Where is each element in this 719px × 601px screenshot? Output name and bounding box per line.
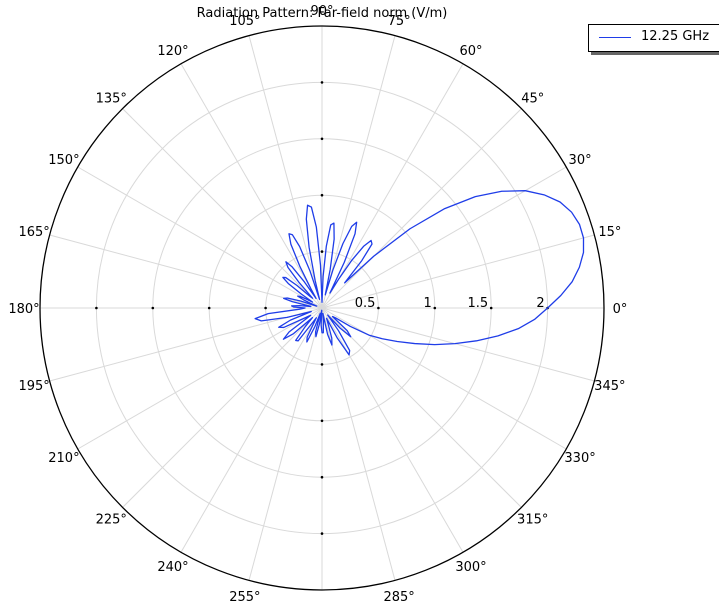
radial-tick-mark	[320, 81, 324, 84]
angle-tick-label: 285°	[383, 590, 414, 601]
angular-grid-line	[321, 108, 522, 309]
angle-tick-label: 15°	[598, 225, 621, 240]
outer-circle	[39, 25, 605, 591]
radial-tick-mark	[151, 306, 155, 310]
angular-grid-line	[49, 307, 323, 382]
angular-grid-line	[248, 35, 323, 309]
angle-tick-label: 135°	[96, 91, 127, 106]
angle-tick-label: 300°	[455, 560, 486, 575]
angular-grid-line	[321, 234, 595, 309]
radial-tick-mark	[320, 193, 324, 197]
radial-tick-mark	[320, 419, 324, 423]
radial-tick-mark	[95, 306, 98, 310]
angular-grid-line	[122, 108, 323, 309]
legend: 12.25 GHz	[588, 24, 719, 52]
grid	[40, 26, 604, 590]
outer-axis	[39, 25, 605, 591]
radial-tick-mark	[320, 363, 324, 366]
radial-tick-label: 1.5	[468, 296, 489, 311]
angle-tick-label: 105°	[229, 14, 260, 29]
angle-tick-label: 195°	[18, 379, 49, 394]
angle-tick-label: 345°	[594, 379, 625, 394]
angle-tick-label: 0°	[613, 302, 628, 317]
radial-tick-mark	[320, 137, 324, 141]
angle-tick-label: 165°	[18, 225, 49, 240]
angle-tick-label: 75°	[388, 14, 411, 29]
angle-tick-label: 255°	[229, 590, 260, 601]
radial-tick-label: 1	[424, 296, 432, 311]
angular-grid-line	[180, 63, 323, 309]
angular-grid-line	[49, 234, 323, 309]
angle-tick-label: 315°	[517, 513, 548, 528]
radial-tick-label: 0.5	[355, 296, 376, 311]
angular-grid-line	[77, 307, 323, 450]
angular-grid-line	[321, 307, 595, 382]
legend-label: 12.25 GHz	[641, 29, 710, 44]
angle-tick-label: 90°	[310, 4, 333, 19]
tick-labels: 0° 15° 30° 45° 60° 75° 90° 105° 120° 135° 150° 165°…	[8, 4, 627, 601]
angular-grid-line	[321, 63, 464, 309]
radial-tick-mark	[320, 250, 324, 253]
radial-tick-mark	[433, 306, 437, 310]
radial-tick-mark	[377, 306, 380, 310]
angle-tick-label: 180°	[8, 302, 39, 317]
angle-tick-label: 225°	[96, 513, 127, 528]
angle-tick-label: 240°	[157, 560, 188, 575]
radial-tick-mark	[320, 475, 324, 479]
angle-tick-label: 330°	[564, 451, 595, 466]
radial-tick-mark	[207, 306, 211, 310]
angle-tick-label: 150°	[48, 153, 79, 168]
angular-grid-line	[321, 307, 567, 450]
radial-tick-mark	[320, 532, 324, 535]
legend-line-swatch	[599, 37, 631, 38]
angle-tick-label: 30°	[569, 153, 592, 168]
angle-tick-label: 210°	[48, 451, 79, 466]
angular-grid-line	[321, 166, 567, 309]
chart-title: Radiation Pattern: Far-field norm (V/m)	[196, 6, 448, 21]
angle-tick-label: 45°	[521, 91, 544, 106]
radial-tick-mark	[489, 306, 493, 310]
angular-grid-line	[122, 307, 323, 508]
angular-grid-line	[180, 307, 323, 553]
angular-grid-line	[248, 307, 323, 581]
angle-tick-label: 120°	[157, 44, 188, 59]
angular-grid-line	[321, 35, 396, 309]
series-line-0	[254, 190, 585, 356]
angular-grid-line	[321, 307, 522, 508]
radial-tick-label: 2	[536, 296, 544, 311]
angular-grid-line	[77, 166, 323, 309]
angle-tick-label: 60°	[459, 44, 482, 59]
angular-grid-line	[321, 307, 396, 581]
series-layer	[254, 190, 585, 356]
radial-tick-mark	[264, 306, 267, 310]
